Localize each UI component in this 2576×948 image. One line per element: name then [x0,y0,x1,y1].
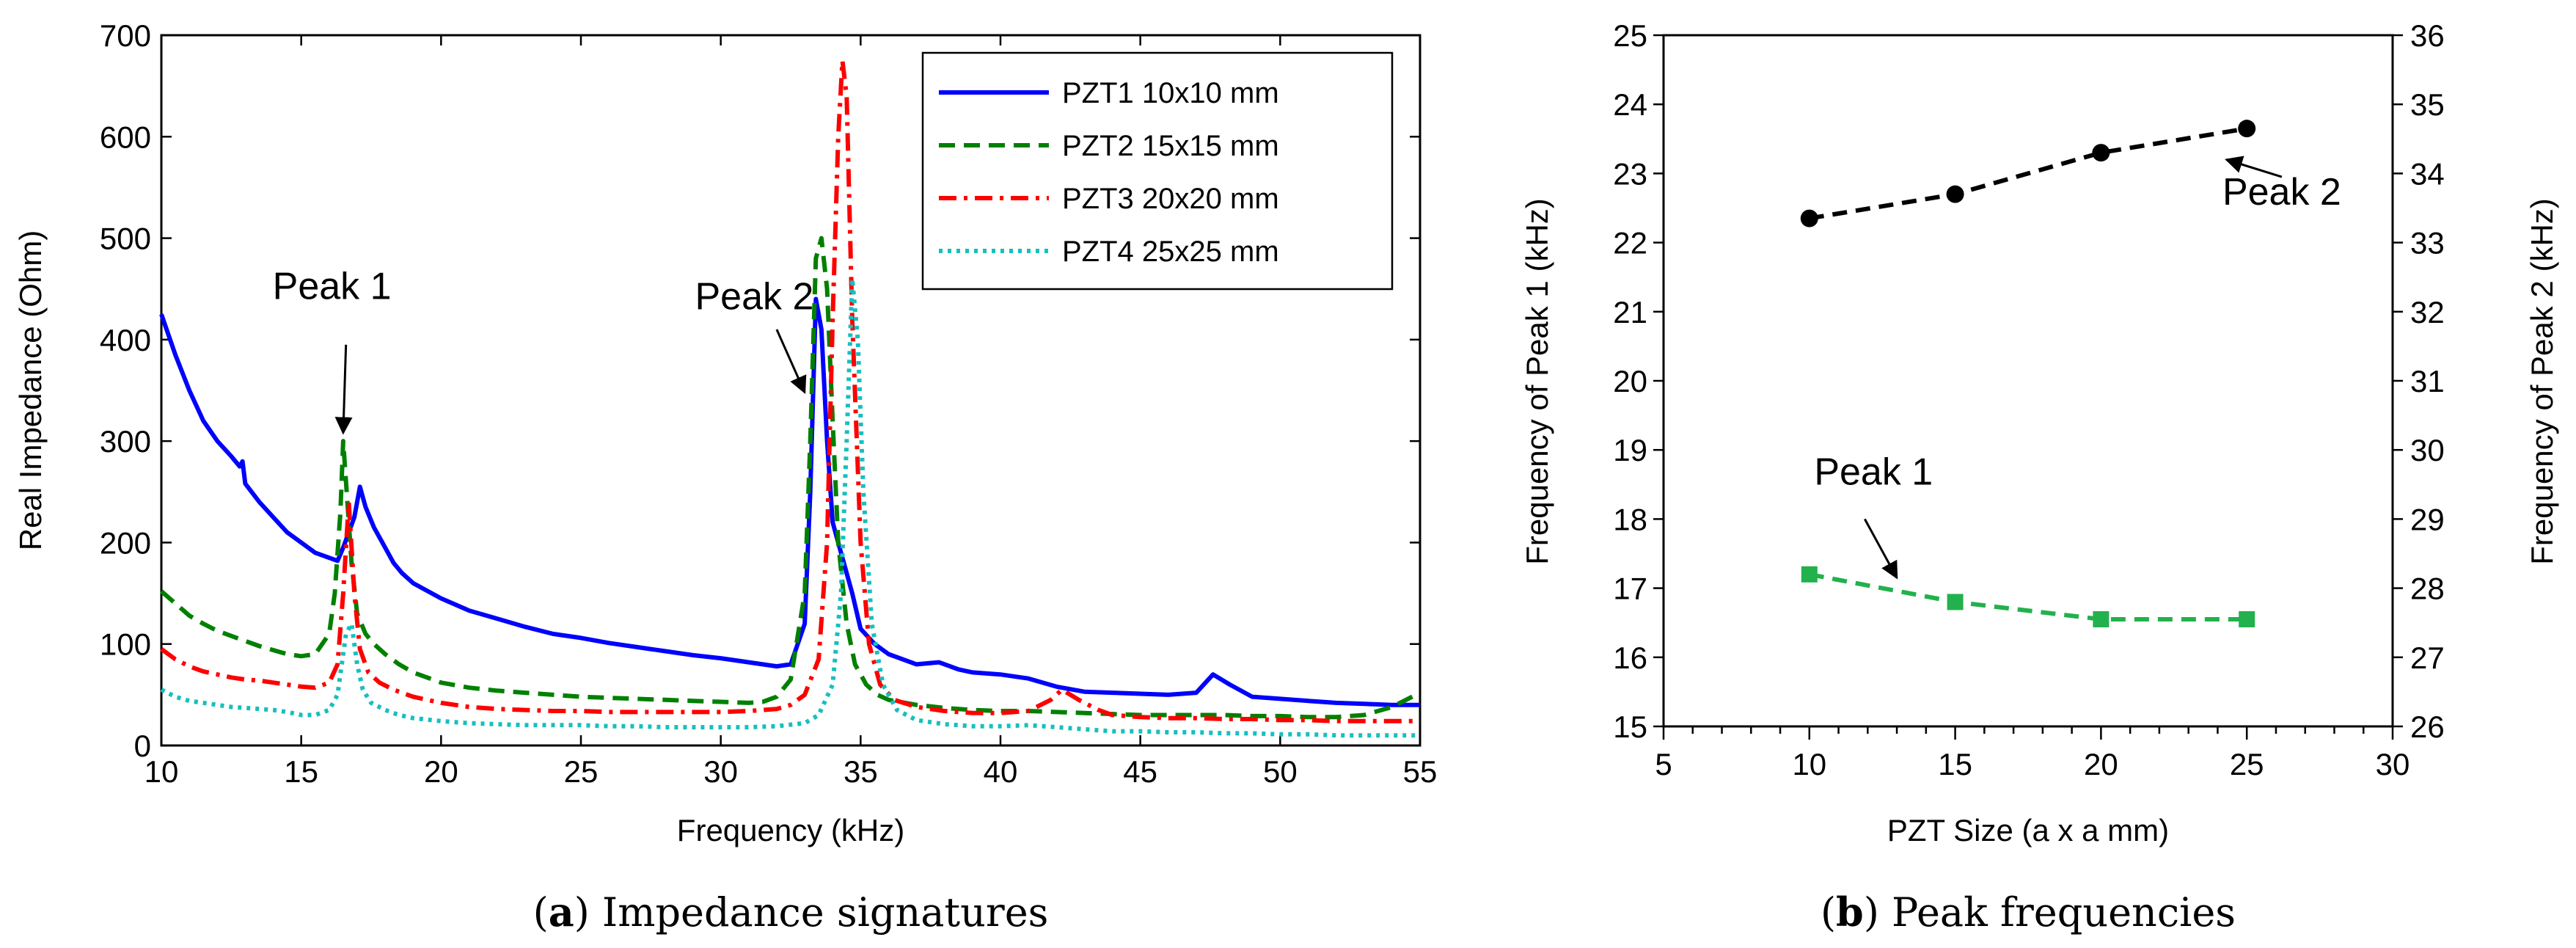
panel-b-annotations: Peak 2 Peak 1 [1814,156,2341,580]
panel-b-peak-frequency-chart: 5 10 15 20 25 30 15 16 17 18 19 20 21 22 23 24 25 26 27 28 2… [1520,18,2559,936]
panel-b-y2-tick-label: 26 [2410,710,2445,744]
panel-b-y2-tick-label: 35 [2410,87,2445,122]
panel-a-y-tick-label: 0 [134,729,151,763]
marker-peak1-point [2093,610,2110,627]
legend-label-pzt3: PZT3 20x20 mm [1062,183,1279,215]
panel-b-caption-text: Peak frequencies [1879,889,2236,936]
legend-label-pzt1: PZT1 10x10 mm [1062,77,1279,109]
marker-peak2-point [1800,209,1818,227]
panel-b-y-axis-label: Frequency of Peak 1 (kHz) [1520,198,1554,565]
panel-b-x-tick-label: 5 [1655,747,1672,781]
marker-peak2-point [1946,185,1964,203]
marker-peak1-point [2239,610,2255,627]
panel-a-x-tick-label: 15 [284,754,318,789]
panel-b-y2-tick-label: 30 [2410,433,2445,467]
panel-a-y-tick-label: 400 [100,323,151,357]
panel-a-y-tick-label: 500 [100,222,151,256]
panel-a-x-tick-label: 30 [703,754,738,789]
panel-b-y2-tick-label: 31 [2410,364,2445,398]
panel-b-arrow-peak2 [2225,156,2283,178]
panel-a-y-tick-label: 200 [100,525,151,560]
panel-a-x-tick-label: 10 [144,754,179,789]
panel-b-y-tick-label: 25 [1613,18,1647,53]
panel-b-arrow-peak1 [1864,518,1898,580]
panel-a-y-tick-label: 100 [100,627,151,662]
panel-b-y2-tick-label: 32 [2410,295,2445,329]
series-line-pzt3 [160,58,1420,723]
panel-a-x-axis-label: Frequency (kHz) [677,813,904,847]
panel-b-y-tick-label: 15 [1613,710,1647,744]
panel-b-y-tick-label: 20 [1613,364,1647,398]
panel-b-x-tick-label: 15 [1938,747,1972,781]
panel-a-x-tick-label: 20 [424,754,458,789]
panel-b-x-axis-label: PZT Size (a x a mm) [1887,813,2169,847]
panel-b-caption: (b) Peak frequencies [1821,889,2236,936]
legend-label-pzt4: PZT4 25x25 mm [1062,236,1279,268]
series-line-pzt1 [159,296,1420,707]
panel-a-series [159,58,1421,738]
panel-a-x-tick-label: 45 [1123,754,1157,789]
marker-peak2-point [2238,120,2256,138]
panel-a-y-tick-label: 300 [100,424,151,459]
panel-a-x-tick-label: 50 [1263,754,1298,789]
series-line-peak-1 [1809,572,2247,621]
panel-b-y-tick-label: 23 [1613,156,1647,191]
panel-a-caption-letter: a [549,889,574,936]
panel-a-x-tick-label: 40 [984,754,1018,789]
panel-b-y2-tick-label: 29 [2410,502,2445,536]
panel-a-annotation-peak2: Peak 2 [695,275,813,318]
marker-peak1-point [1947,594,1964,610]
panel-b-ticks: 5 10 15 20 25 30 15 16 17 18 19 20 21 22 23 24 25 26 27 28 2… [1613,18,2444,781]
panel-b-plot-frame [1662,34,2394,728]
panel-b-x-tick-label: 10 [1792,747,1826,781]
panel-a-x-tick-label: 25 [564,754,599,789]
panel-a-impedance-chart: 10 15 20 25 30 35 40 45 50 55 0 100 200 300 400 500 600 7… [13,18,1437,936]
panel-a-caption: (a) Impedance signatures [533,889,1049,936]
marker-peak2-point [2092,144,2110,162]
panel-b-x-tick-label: 25 [2230,747,2264,781]
legend-label-pzt2: PZT2 15x15 mm [1062,130,1279,162]
panel-a-caption-text: Impedance signatures [590,889,1049,936]
panel-b-series [1800,120,2256,627]
panel-a-y-tick-label: 600 [100,120,151,154]
panel-b-y-tick-label: 16 [1613,641,1647,675]
panel-b-y2-tick-label: 27 [2410,641,2445,675]
panel-b-y2-tick-label: 28 [2410,572,2445,606]
panel-b-y-tick-label: 18 [1613,502,1647,536]
panel-b-annotation-peak2: Peak 2 [2222,171,2341,214]
panel-b-y-tick-label: 19 [1613,433,1647,467]
panel-a-x-tick-label: 55 [1403,754,1438,789]
panel-a-legend: PZT1 10x10 mm PZT2 15x15 mm PZT3 20x20 mm P… [921,51,1394,291]
panel-b-annotation-peak1: Peak 1 [1814,451,1933,493]
panel-b-y-tick-label: 24 [1613,87,1647,122]
series-line-pzt2 [160,236,1421,720]
panel-a-arrow-peak1 [334,344,353,435]
panel-a-ticks: 10 15 20 25 30 35 40 45 50 55 0 100 200 300 400 500 600 7… [100,18,1437,789]
panel-a-annotation-peak1: Peak 1 [273,266,392,308]
marker-peak1-point [1801,566,1818,583]
series-line-peak-2 [1809,126,2247,221]
panel-a-y-tick-label: 700 [100,18,151,53]
panel-b-y2-tick-label: 34 [2410,156,2445,191]
panel-a-y-axis-label: Real Impedance (Ohm) [13,230,48,551]
panel-b-y2-axis-label: Frequency of Peak 2 (kHz) [2525,198,2559,565]
series-line-pzt4 [160,276,1420,738]
panel-b-x-tick-label: 30 [2376,747,2410,781]
panel-b-y-tick-label: 21 [1613,295,1647,329]
panel-b-y-tick-label: 17 [1613,572,1647,606]
panel-a-arrow-peak2 [775,329,807,394]
panel-a-x-tick-label: 35 [844,754,878,789]
panel-b-y-tick-label: 22 [1613,226,1647,260]
panel-b-x-tick-label: 20 [2084,747,2118,781]
panel-b-caption-letter: b [1836,889,1864,936]
panel-b-y2-tick-label: 36 [2410,18,2445,53]
panel-b-y2-tick-label: 33 [2410,226,2445,260]
panel-a-annotations: Peak 1 Peak 2 [273,266,813,435]
